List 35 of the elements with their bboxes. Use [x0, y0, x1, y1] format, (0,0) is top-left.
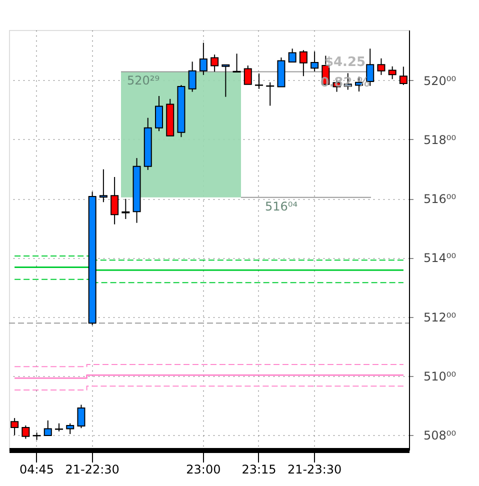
x-tick-label: 23:15	[242, 462, 276, 476]
candlestick	[44, 420, 52, 436]
y-tick-label: 516⁰⁰	[424, 192, 456, 206]
candlestick	[388, 66, 396, 80]
candlestick	[199, 42, 208, 76]
candlestick	[22, 424, 30, 440]
y-tick-label: 510⁰⁰	[424, 370, 456, 384]
candlestick	[232, 53, 241, 72]
candlestick	[155, 95, 163, 132]
x-tick-label: 21-23:30	[287, 462, 342, 476]
y-tick-label: 512⁰⁰	[424, 310, 456, 324]
candlestick	[110, 176, 119, 225]
y-tick-label: 514⁰⁰	[424, 251, 456, 266]
ref-line-label: 520²⁹	[127, 74, 160, 88]
candlestick	[222, 64, 230, 98]
candlestick	[99, 168, 108, 203]
x-tick-label: 23:00	[186, 462, 221, 476]
x-tick-label: 21-22:30	[65, 462, 120, 476]
y-tick-label: 520⁰⁰	[424, 74, 456, 88]
ref-line-label: 516⁰⁴	[265, 199, 298, 214]
candlestick	[122, 198, 130, 220]
y-tick-label: 518⁰⁰	[424, 132, 456, 147]
y-tick-label: 508⁰⁰	[424, 428, 456, 443]
candlestick	[244, 64, 252, 85]
candlestick	[288, 48, 296, 62]
candlestick	[255, 72, 263, 90]
candlestick	[377, 58, 386, 76]
candlestick	[310, 51, 319, 72]
candlestick	[210, 54, 219, 72]
candlestick	[299, 50, 308, 77]
candlestick	[10, 418, 19, 436]
candlestick	[188, 61, 196, 92]
candlestick	[77, 404, 86, 429]
candlestick	[66, 422, 74, 435]
x-tick-label: 04:45	[19, 462, 54, 476]
